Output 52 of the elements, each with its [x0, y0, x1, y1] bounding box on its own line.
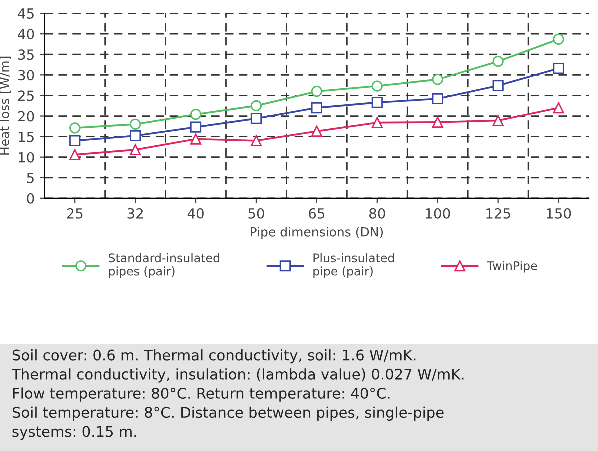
- x-tick-label: 100: [426, 208, 450, 219]
- y-tick-label: 35: [18, 50, 34, 60]
- point: [372, 80, 383, 92]
- point: [311, 126, 322, 138]
- x-tick-label: 125: [486, 208, 510, 219]
- point: [190, 122, 202, 133]
- y-tick-label: 5: [27, 173, 34, 184]
- point: [250, 113, 262, 124]
- point: [553, 63, 564, 74]
- point: [432, 74, 444, 86]
- legend-label: TwinPipe: [487, 261, 538, 273]
- legend-label: Plus-insulated pipe (pair): [314, 253, 394, 278]
- point: [372, 117, 383, 128]
- y-tick-label: 20: [18, 111, 34, 122]
- y-tick-label: 0: [27, 193, 34, 204]
- x-tick-label: 25: [67, 208, 83, 219]
- x-tick-label: 32: [128, 208, 143, 219]
- y-tick-label: 45: [18, 8, 34, 20]
- text: Soil cover: 0.6 m. Thermal conductivity, soil: 1.6 W/mK. Thermal conductivity, insulation: (lambda value) 0.027 W/mK. Flow temperature: 80°C. Return temperature: 40°C. Soil temperature: 8°C. Distance between pipes, single-pipe systems: 0.15 m.: [12, 350, 464, 440]
- x-tick-label: 40: [188, 208, 204, 219]
- point: [130, 130, 142, 142]
- point: [432, 116, 444, 128]
- point: [553, 102, 564, 114]
- y-tick-label: 40: [18, 29, 34, 40]
- point: [311, 102, 322, 114]
- point: [311, 86, 322, 98]
- y-tick-label: 30: [18, 70, 34, 81]
- y-tick-label: 15: [18, 132, 34, 142]
- point: [190, 134, 202, 145]
- point: [250, 100, 262, 112]
- point: [492, 80, 504, 92]
- x-axis-title: Pipe dimensions (DN): [251, 227, 384, 240]
- point: [372, 97, 383, 108]
- point: [553, 34, 564, 45]
- x-tick-label: 80: [370, 208, 386, 219]
- legend-label: Standard-insulated pipes (pair): [109, 253, 220, 278]
- point: [70, 135, 81, 146]
- point: [130, 118, 142, 130]
- point: [432, 93, 444, 105]
- y-tick-label: 10: [18, 152, 34, 163]
- y-tick-label: 25: [18, 90, 34, 102]
- x-tick-label: 65: [309, 208, 325, 219]
- point: [70, 122, 81, 134]
- point: [250, 135, 262, 146]
- x-tick-label: 50: [248, 208, 264, 219]
- point: [70, 149, 81, 160]
- point: [492, 56, 504, 68]
- y-axis-title: Heat loss [W/m]: [0, 56, 11, 155]
- x-tick-label: 150: [547, 208, 572, 219]
- point: [492, 115, 504, 126]
- point: [190, 109, 202, 120]
- point: [130, 144, 142, 156]
